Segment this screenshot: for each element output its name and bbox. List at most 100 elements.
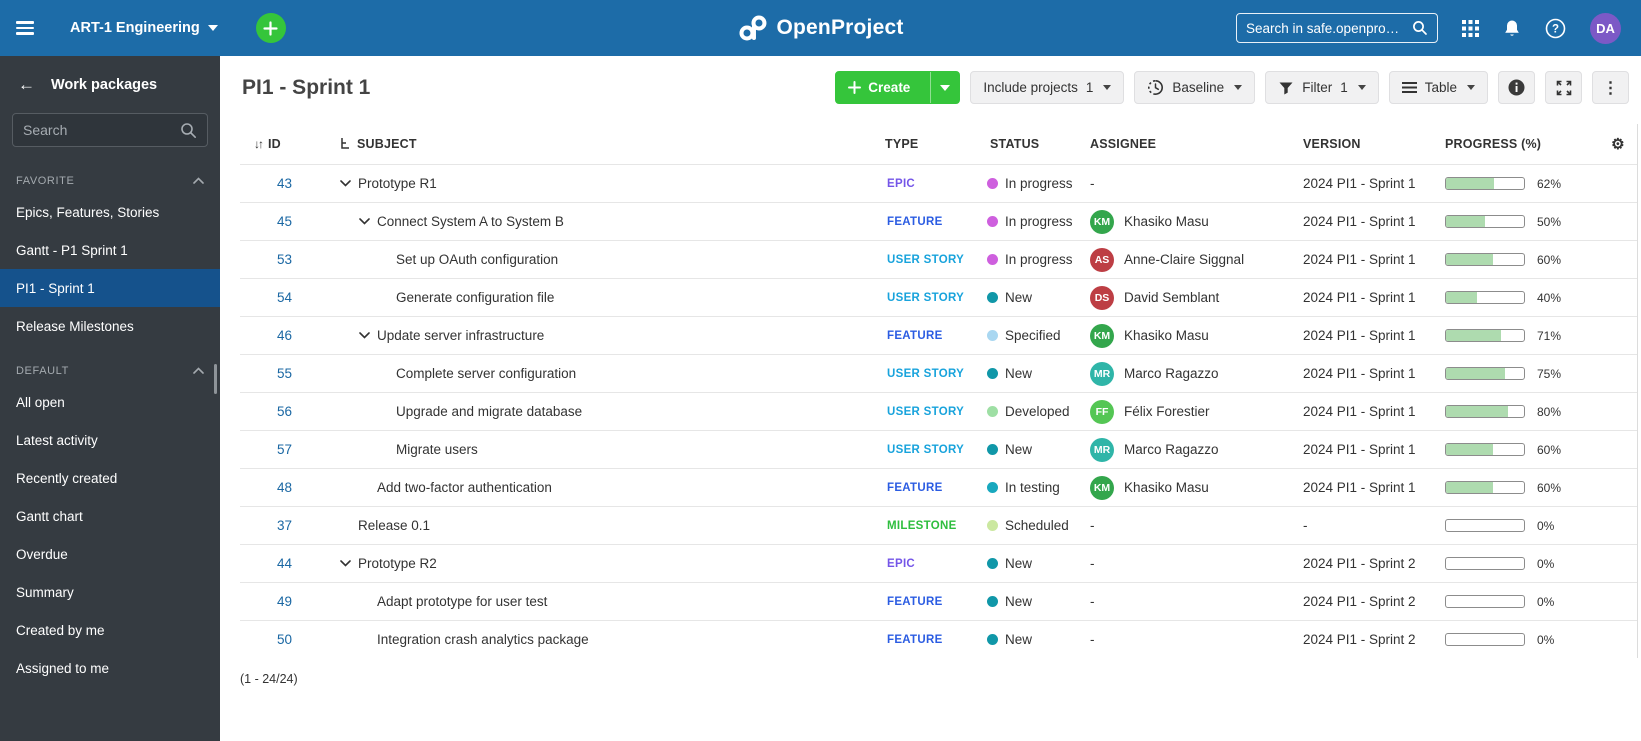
sidebar-item-release-milestones[interactable]: Release Milestones (16, 318, 134, 334)
table-row[interactable]: 45 Connect System A to System B FEATURE In … (240, 202, 1637, 240)
status-label[interactable]: New (1005, 556, 1033, 571)
wp-version[interactable]: 2024 PI1 - Sprint 1 (1303, 366, 1416, 381)
wp-subject[interactable]: Prototype R1 (358, 176, 437, 191)
wp-version[interactable]: 2024 PI1 - Sprint 1 (1303, 404, 1416, 419)
sidebar-item-overdue[interactable]: Overdue (16, 546, 68, 562)
baseline-button[interactable]: Baseline (1134, 71, 1256, 104)
wp-version[interactable]: 2024 PI1 - Sprint 1 (1303, 480, 1416, 495)
wp-id-link[interactable]: 54 (277, 290, 293, 305)
sidebar-item-epics-features-stories[interactable]: Epics, Features, Stories (16, 204, 160, 220)
wp-subject[interactable]: Prototype R2 (358, 556, 437, 571)
wp-subject[interactable]: Add two-factor authentication (377, 480, 552, 495)
status-label[interactable]: New (1005, 594, 1033, 609)
assignee-avatar[interactable]: FF (1090, 399, 1114, 424)
chevron-up-icon[interactable] (193, 175, 204, 187)
wp-id-link[interactable]: 49 (277, 594, 293, 609)
progress-bar[interactable] (1445, 215, 1525, 228)
column-settings-button[interactable]: ⚙ (1599, 135, 1637, 153)
include-projects-button[interactable]: Include projects 1 (970, 71, 1125, 104)
sidebar-item-pi1-sprint-1[interactable]: PI1 - Sprint 1 (0, 269, 220, 307)
hamburger-menu-button[interactable] (0, 21, 52, 35)
wp-subject[interactable]: Update server infrastructure (377, 328, 545, 343)
wp-type[interactable]: FEATURE (887, 633, 943, 646)
wp-type[interactable]: FEATURE (887, 215, 943, 228)
wp-type[interactable]: EPIC (887, 177, 916, 190)
wp-type[interactable]: USER STORY (887, 443, 965, 456)
sidebar-search-input[interactable]: Search (12, 113, 208, 147)
wp-version[interactable]: 2024 PI1 - Sprint 1 (1303, 176, 1416, 191)
assignee-avatar[interactable]: KM (1090, 323, 1114, 348)
wp-type[interactable]: EPIC (887, 557, 916, 570)
filter-button[interactable]: Filter 1 (1265, 71, 1379, 104)
assignee-avatar[interactable]: KM (1090, 209, 1114, 234)
wp-version[interactable]: 2024 PI1 - Sprint 1 (1303, 214, 1416, 229)
assignee-name[interactable]: Anne-Claire Siggnal (1124, 252, 1245, 267)
wp-type[interactable]: USER STORY (887, 291, 965, 304)
wp-type[interactable]: FEATURE (887, 595, 943, 608)
wp-subject[interactable]: Migrate users (396, 442, 478, 457)
table-row[interactable]: 55 Complete server configuration USER STOR… (240, 354, 1637, 392)
assignee-name[interactable]: Khasiko Masu (1124, 480, 1209, 495)
table-row[interactable]: 43 Prototype R1 EPIC In progress - 2024 PI1 -… (240, 164, 1637, 202)
status-label[interactable]: Specified (1005, 328, 1061, 343)
wp-id-link[interactable]: 48 (277, 480, 293, 495)
assignee-name[interactable]: Marco Ragazzo (1124, 366, 1219, 381)
wp-id-link[interactable]: 46 (277, 328, 293, 343)
assignee-avatar[interactable]: KM (1090, 475, 1114, 500)
wp-version[interactable]: 2024 PI1 - Sprint 2 (1303, 556, 1416, 571)
chevron-up-icon[interactable] (193, 365, 204, 377)
table-row[interactable]: 50 Integration crash analytics package FEA… (240, 620, 1637, 658)
progress-bar[interactable] (1445, 481, 1525, 494)
wp-type[interactable]: MILESTONE (887, 519, 957, 532)
wp-id-link[interactable]: 53 (277, 252, 293, 267)
table-row[interactable]: 56 Upgrade and migrate database USER STORY… (240, 392, 1637, 430)
column-header-progress[interactable]: PROGRESS (%) (1445, 137, 1542, 151)
wp-version[interactable]: 2024 PI1 - Sprint 1 (1303, 290, 1416, 305)
sidebar-item-gantt-p1-sprint-1[interactable]: Gantt - P1 Sprint 1 (16, 242, 128, 258)
wp-version[interactable]: 2024 PI1 - Sprint 1 (1303, 328, 1416, 343)
wp-type[interactable]: USER STORY (887, 253, 965, 266)
status-label[interactable]: Scheduled (1005, 518, 1069, 533)
wp-type[interactable]: USER STORY (887, 405, 965, 418)
wp-subject[interactable]: Release 0.1 (358, 518, 431, 533)
wp-subject[interactable]: Connect System A to System B (377, 214, 564, 229)
wp-id-link[interactable]: 44 (277, 556, 293, 571)
assignee-name[interactable]: Khasiko Masu (1124, 328, 1209, 343)
assignee-name[interactable]: Khasiko Masu (1124, 214, 1209, 229)
table-row[interactable]: 46 Update server infrastructure FEATURE Spe… (240, 316, 1637, 354)
progress-bar[interactable] (1445, 443, 1525, 456)
assignee-name[interactable]: David Semblant (1124, 290, 1220, 305)
progress-bar[interactable] (1445, 633, 1525, 646)
progress-bar[interactable] (1445, 557, 1525, 570)
sidebar-item-all-open[interactable]: All open (16, 394, 65, 410)
row-expand-chevron[interactable] (340, 560, 358, 567)
project-select[interactable]: ART-1 Engineering (70, 20, 218, 36)
status-label[interactable]: In testing (1005, 480, 1060, 495)
progress-bar[interactable] (1445, 177, 1525, 190)
sidebar-item-assigned-to-me[interactable]: Assigned to me (16, 660, 110, 676)
status-label[interactable]: Developed (1005, 404, 1070, 419)
assignee-avatar[interactable]: MR (1090, 437, 1114, 462)
wp-subject[interactable]: Set up OAuth configuration (396, 252, 559, 267)
wp-id-link[interactable]: 50 (277, 632, 293, 647)
notifications-bell-button[interactable] (1503, 19, 1521, 38)
progress-bar[interactable] (1445, 367, 1525, 380)
status-label[interactable]: New (1005, 442, 1033, 457)
wp-subject[interactable]: Integration crash analytics package (377, 632, 589, 647)
table-row[interactable]: 48 Add two-factor authentication FEATURE In… (240, 468, 1637, 506)
create-button[interactable]: Create (835, 71, 961, 104)
table-row[interactable]: 44 Prototype R2 EPIC New - 2024 PI1 - Sprint … (240, 544, 1637, 582)
column-header-type[interactable]: TYPE (885, 137, 919, 151)
status-label[interactable]: In progress (1005, 176, 1073, 191)
assignee-name[interactable]: Félix Forestier (1124, 404, 1210, 419)
wp-subject[interactable]: Upgrade and migrate database (396, 404, 583, 419)
status-label[interactable]: New (1005, 290, 1033, 305)
row-expand-chevron[interactable] (359, 332, 377, 339)
column-header-subject[interactable]: SUBJECT (340, 137, 879, 151)
fullscreen-button[interactable] (1545, 71, 1582, 104)
progress-bar[interactable] (1445, 253, 1525, 266)
status-label[interactable]: New (1005, 632, 1033, 647)
user-avatar[interactable]: DA (1590, 12, 1621, 44)
view-mode-button[interactable]: Table (1388, 71, 1488, 104)
table-row[interactable]: 57 Migrate users USER STORY New MR Marco Raga… (240, 430, 1637, 468)
